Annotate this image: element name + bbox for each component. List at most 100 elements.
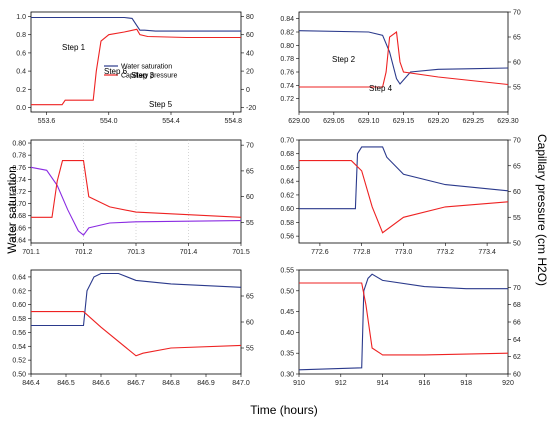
x-tick-label: 846.6 xyxy=(92,380,110,387)
plot-frame xyxy=(298,139,509,244)
step-annotation: Step 5 xyxy=(149,100,173,109)
x-tick-label: 554.4 xyxy=(162,118,180,125)
y2-tick-label: 65 xyxy=(513,35,521,42)
legend: Water saturation Capillary pressure xyxy=(104,64,178,80)
x-tick-label: 916 xyxy=(419,380,431,387)
x-tick-label: 918 xyxy=(460,380,472,387)
step-annotation: Step 3 xyxy=(131,71,155,80)
x-tick-label: 629.25 xyxy=(462,118,484,125)
y-tick-label: 0.72 xyxy=(280,96,294,103)
y-tick-label: 0.68 xyxy=(280,151,294,158)
y-tick-label: 0.76 xyxy=(12,165,26,172)
panel-step-1: 553.6 554.0 554.4 554.8 0.0 0.2 0.4 0.6 0.8 1.0 -2… xyxy=(16,11,256,125)
legend-label: Capillary pressure xyxy=(121,73,178,80)
y2-tick-label: 70 xyxy=(513,138,521,145)
y-tick-label: 1.0 xyxy=(16,14,26,21)
y-tick-label: 0.50 xyxy=(12,372,26,379)
y2-tick-label: 60 xyxy=(513,372,521,379)
x-tick-label: 554.8 xyxy=(224,118,242,125)
x-tick-label: 554.0 xyxy=(100,118,118,125)
x-tick-label: 846.9 xyxy=(197,380,215,387)
y-tick-label: 0.40 xyxy=(280,330,294,337)
y2-tick-label: 70 xyxy=(246,143,254,150)
y-tick-label: 0.2 xyxy=(16,87,26,94)
x-tick-label: 629.00 xyxy=(288,118,310,125)
x-tick-label: 846.8 xyxy=(162,380,180,387)
x-tick-label: 629.05 xyxy=(323,118,345,125)
legend-label: Water saturation xyxy=(121,64,172,71)
step-annotation: Step 4 xyxy=(369,84,393,93)
x-tick-label: 912 xyxy=(335,380,347,387)
x-tick-label: 846.5 xyxy=(57,380,75,387)
x-tick-label: 701.5 xyxy=(232,249,250,256)
y-tick-label: 0.4 xyxy=(16,69,26,76)
x-tick-label: 846.7 xyxy=(127,380,145,387)
y-tick-label: 0.58 xyxy=(12,316,26,323)
y2-tick-label: 70 xyxy=(513,10,521,17)
x-tick-label: 914 xyxy=(377,380,389,387)
y2-tick-label: 55 xyxy=(513,215,521,222)
y-tick-label: 0.60 xyxy=(280,206,294,213)
y-tick-label: 0.74 xyxy=(280,83,294,90)
x-tick-label: 701.4 xyxy=(180,249,198,256)
capillary-pressure-line xyxy=(31,311,242,357)
y2-tick-label: 50 xyxy=(513,241,521,248)
y2-tick-label: 60 xyxy=(246,194,254,201)
water-saturation-line xyxy=(299,146,509,210)
y2-tick-label: 64 xyxy=(513,337,521,344)
y2-tick-label: 66 xyxy=(513,320,521,327)
capillary-pressure-line xyxy=(299,160,509,234)
x-axis-label: Time (hours) xyxy=(250,403,318,417)
x-tick-label: 773.0 xyxy=(395,249,413,256)
y-tick-label: 0.66 xyxy=(12,225,26,232)
panel-step-6: 910 912 914 916 918 920 0.30 0.35 0.40 0.45 0.50 0.… xyxy=(104,67,521,387)
y-tick-label: 0.30 xyxy=(280,372,294,379)
y2-tick-label: 80 xyxy=(246,14,254,21)
chart-panels: 553.6 554.0 554.4 554.8 0.0 0.2 0.4 0.6 0.8 1.0 -2… xyxy=(12,10,521,388)
y-tick-label: 0.70 xyxy=(12,201,26,208)
capillary-pressure-line xyxy=(31,28,241,106)
y-tick-label: 0.74 xyxy=(12,177,26,184)
panel-step-5: 846.4 846.5 846.6 846.7 846.8 846.9 847.0 0.50 0… xyxy=(12,100,254,387)
y2-tick-label: 68 xyxy=(513,302,521,309)
y-tick-label: 0.64 xyxy=(12,237,26,244)
y-tick-label: 0.0 xyxy=(16,105,26,112)
y2-tick-label: 20 xyxy=(246,69,254,76)
step-annotation: Step 2 xyxy=(332,55,356,64)
y-tick-label: 0.62 xyxy=(12,288,26,295)
y-tick-label: 0.62 xyxy=(280,192,294,199)
water-saturation-line xyxy=(298,273,508,371)
y2-tick-label: 0 xyxy=(246,87,250,94)
y2-tick-label: 60 xyxy=(246,320,254,327)
y-tick-label: 0.78 xyxy=(12,153,26,160)
y-tick-label: 0.82 xyxy=(280,30,294,37)
y-tick-label: 0.64 xyxy=(12,274,26,281)
y-tick-label: 0.6 xyxy=(16,50,26,57)
y-tick-label: 0.78 xyxy=(280,56,294,63)
y-tick-label: 0.52 xyxy=(12,358,26,365)
y-tick-label: 0.55 xyxy=(280,268,294,275)
y2-tick-label: -20 xyxy=(246,105,256,112)
y-tick-label: 0.70 xyxy=(280,138,294,145)
y-tick-label: 0.64 xyxy=(280,179,294,186)
x-tick-label: 773.4 xyxy=(478,249,496,256)
water-saturation-line xyxy=(298,30,509,85)
x-tick-label: 701.1 xyxy=(22,249,40,256)
capillary-pressure-line xyxy=(299,282,509,356)
y-tick-label: 0.35 xyxy=(280,351,294,358)
y-tick-label: 0.68 xyxy=(12,213,26,220)
y-tick-label: 0.80 xyxy=(12,141,26,148)
step-annotation: Step 6 xyxy=(104,67,128,76)
capillary-pressure-line xyxy=(31,160,242,218)
y2-tick-label: 60 xyxy=(246,32,254,39)
plot-frame xyxy=(30,11,242,113)
panel-step-2: 629.00 629.05 629.10 629.15 629.20 629.25 629.… xyxy=(280,10,521,126)
x-tick-label: 701.3 xyxy=(127,249,145,256)
y2-tick-label: 55 xyxy=(246,220,254,227)
x-tick-label: 629.15 xyxy=(393,118,415,125)
y-tick-label: 0.56 xyxy=(12,330,26,337)
x-tick-label: 847.0 xyxy=(232,380,250,387)
x-tick-label: 629.10 xyxy=(358,118,380,125)
y-tick-label: 0.60 xyxy=(12,302,26,309)
